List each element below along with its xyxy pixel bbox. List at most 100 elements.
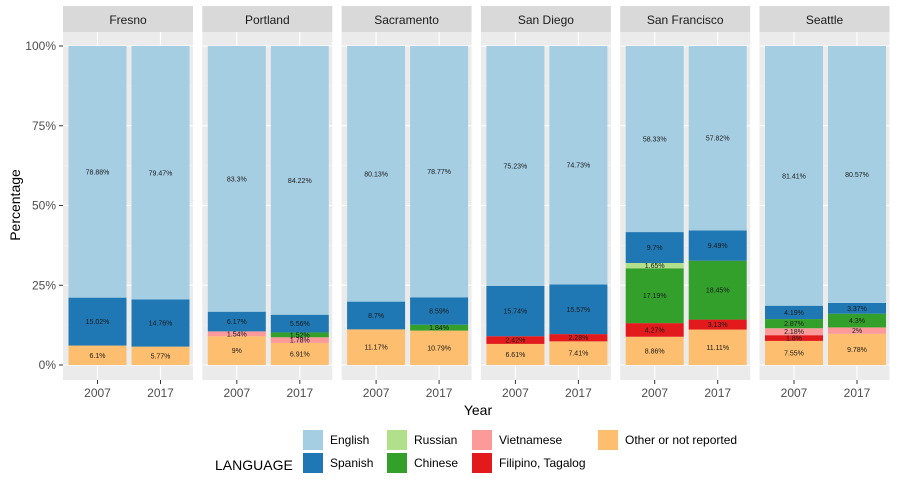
legend-label: Chinese (414, 456, 458, 470)
y-axis-title: Percentage (7, 169, 23, 241)
bar-segment-chinese (625, 268, 684, 324)
data-label: 80.13% (364, 171, 388, 178)
bar-san-diego-2017: 7.41% 2.28% 15.57% 74.73% (549, 46, 608, 365)
legend-item-spanish: Spanish (303, 453, 373, 473)
legend-label: Russian (414, 433, 457, 447)
data-label: 1.54% (227, 331, 247, 338)
bar-segment-chinese (270, 332, 329, 338)
data-label: 2.87% (784, 321, 804, 328)
bar-segment-other-or-not-reported (347, 329, 406, 365)
data-label: 3.13% (708, 322, 728, 329)
facet-san-francisco: San Francisco 8.86% 4.27% 17.19% 1.65% 9.7% 58… (620, 6, 751, 400)
legend-swatch (472, 430, 492, 450)
data-label: 74.73% (567, 163, 591, 170)
bar-segment-vietnamese (828, 327, 886, 334)
bar-san-francisco-2007: 8.86% 4.27% 17.19% 1.65% 9.7% 58.33% (625, 46, 684, 365)
bar-segment-english (410, 46, 469, 298)
legend-label: English (330, 433, 369, 447)
data-label: 79.47% (149, 170, 173, 177)
bar-segment-filipino-tagalog (765, 335, 823, 341)
bar-segment-spanish (207, 311, 266, 332)
bar-segment-spanish (410, 297, 469, 325)
bar-segment-vietnamese (765, 328, 823, 336)
legend: LANGUAGE English Spanish Russian Chinese Vie… (215, 430, 737, 473)
legend-label: Spanish (330, 456, 373, 470)
bar-segment-other-or-not-reported (549, 341, 608, 365)
x-tick-label: 2017 (286, 386, 313, 400)
data-label: 15.74% (504, 309, 528, 316)
bar-segment-chinese (765, 319, 823, 329)
bar-fresno-2007: 6.1% 15.02% 78.88% (68, 46, 127, 365)
bar-segment-other-or-not-reported (688, 329, 747, 365)
data-label: 8.86% (645, 348, 665, 355)
legend-swatch (303, 453, 323, 473)
bar-segment-russian (625, 263, 684, 269)
bar-segment-chinese (410, 324, 469, 331)
x-tick-label: 2007 (84, 386, 111, 400)
data-label: 78.77% (427, 169, 451, 176)
data-label: 11.11% (706, 345, 729, 352)
data-label: 75.23% (504, 163, 528, 170)
data-label: 1.8% (786, 336, 802, 343)
y-tick-label: 100% (25, 39, 56, 53)
bar-segment-spanish (765, 305, 823, 320)
bar-segment-english (131, 46, 190, 300)
bar-segment-other-or-not-reported (828, 333, 886, 365)
bar-segment-filipino-tagalog (625, 323, 684, 337)
data-label: 18.45% (706, 288, 730, 295)
bar-segment-english (68, 46, 127, 298)
facet-strip-label: San Diego (518, 13, 574, 27)
bar-segment-english (765, 46, 823, 306)
bar-fresno-2017: 5.77% 14.76% 79.47% (131, 46, 190, 365)
facet-strip-label: San Francisco (647, 13, 724, 27)
data-label: 10.79% (427, 345, 451, 352)
data-label: 14.76% (149, 321, 173, 328)
bar-segment-vietnamese (270, 337, 329, 343)
bar-seattle-2017: 9.78% 2% 4.3% 3.37% 80.57% (828, 45, 886, 365)
y-axis: 0% 25% 50% 75% 100% (25, 39, 63, 372)
bar-segment-other-or-not-reported (765, 340, 823, 365)
data-label: 15.02% (86, 319, 110, 326)
bar-segment-spanish (347, 301, 406, 330)
bar-portland-2007: 9% 1.54% 6.17% 83.3% (207, 45, 266, 365)
bar-segment-spanish (549, 284, 608, 335)
bar-segment-spanish (828, 302, 886, 314)
legend-label: Vietnamese (499, 433, 562, 447)
data-label: 57.82% (706, 136, 730, 143)
x-tick-label: 2007 (502, 386, 529, 400)
x-tick-label: 2017 (704, 386, 731, 400)
bar-segment-english (486, 46, 545, 286)
bar-segment-spanish (68, 297, 127, 346)
bar-segment-vietnamese (207, 331, 266, 337)
legend-item-other-or-not-reported: Other or not reported (598, 430, 737, 450)
bar-segment-filipino-tagalog (486, 336, 545, 344)
data-label: 7.55% (784, 350, 804, 357)
bar-segment-other-or-not-reported (207, 336, 266, 365)
bar-segment-spanish (270, 314, 329, 333)
data-label: 6.91% (290, 351, 310, 358)
x-tick-label: 2007 (781, 386, 808, 400)
facet-sacramento: Sacramento 11.17% 8.7% 80.13% 2007 10.79% 1.84… (341, 6, 472, 400)
bar-segment-spanish (131, 299, 190, 347)
data-label: 4.19% (784, 310, 804, 317)
x-tick-label: 2007 (223, 386, 250, 400)
legend-item-chinese: Chinese (387, 453, 458, 473)
legend-label: Other or not reported (625, 433, 737, 447)
facet-portland: Portland 9% 1.54% 6.17% 83.3% 2007 6.91% 1.78%1… (202, 6, 333, 400)
data-label: 1.84% (429, 325, 449, 332)
data-label: 2.42% (505, 338, 525, 345)
data-label: 9.7% (647, 245, 663, 252)
legend-swatch (303, 430, 323, 450)
facet-strip (341, 6, 472, 32)
data-label: 2.18% (784, 329, 804, 336)
data-label: 9.49% (708, 243, 728, 250)
bar-segment-other-or-not-reported (270, 342, 329, 365)
legend-swatch (598, 430, 618, 450)
bar-sacramento-2007: 11.17% 8.7% 80.13% (347, 46, 406, 365)
facet-fresno: Fresno 6.1% 15.02% 78.88% 2007 5.77% 14.76% 79.… (63, 6, 193, 400)
facet-strip-label: Sacramento (374, 13, 439, 27)
x-tick-label: 2007 (363, 386, 390, 400)
bar-segment-other-or-not-reported (131, 346, 190, 365)
data-label: 6.17% (227, 319, 247, 326)
data-label: 84.22% (288, 178, 312, 185)
